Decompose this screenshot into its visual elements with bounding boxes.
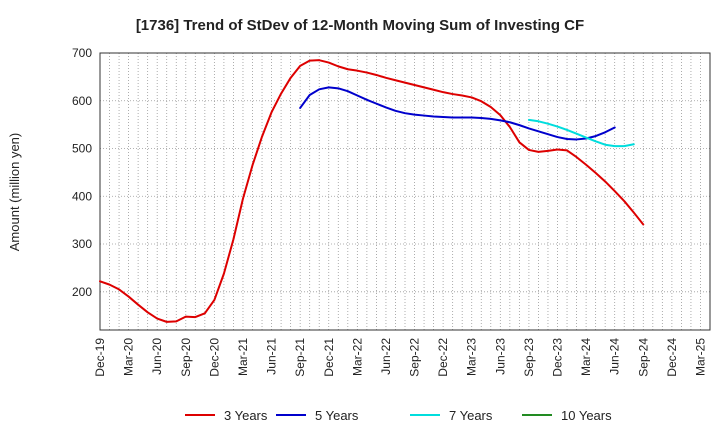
x-axis-ticks: Dec-19 Mar-20 Jun-20 Sep-20 Dec-20 Mar-21 Jun-…	[93, 338, 707, 377]
y-tick-label: 700	[72, 46, 92, 60]
x-tick-label: Dec-23	[551, 338, 565, 377]
legend-label: 5 Years	[315, 408, 359, 423]
x-tick-label: Dec-24	[665, 338, 679, 377]
legend-label: 3 Years	[224, 408, 268, 423]
series-group	[99, 59, 645, 323]
legend: 3 Years 5 Years 7 Years 10 Years	[185, 408, 612, 423]
x-tick-label: Mar-22	[350, 338, 364, 376]
x-tick-label: Mar-20	[122, 338, 136, 376]
y-tick-label: 300	[72, 237, 92, 251]
series-line-7-years	[527, 118, 635, 148]
x-tick-label: Mar-23	[465, 338, 479, 376]
y-axis-ticks: 200 300 400 500 600 700	[72, 46, 92, 299]
y-tick-label: 400	[72, 189, 92, 203]
x-tick-label: Sep-20	[179, 338, 193, 377]
x-tick-label: Sep-23	[522, 338, 536, 377]
series-line-3-years	[99, 59, 645, 323]
x-tick-label: Dec-20	[207, 338, 221, 377]
x-tick-label: Sep-21	[293, 338, 307, 377]
x-tick-label: Jun-21	[265, 338, 279, 375]
legend-label: 10 Years	[561, 408, 612, 423]
grid	[100, 53, 710, 330]
x-tick-label: Mar-25	[693, 338, 707, 376]
x-tick-label: Jun-23	[493, 338, 507, 375]
x-tick-label: Mar-24	[579, 338, 593, 376]
x-tick-label: Jun-22	[379, 338, 393, 375]
x-tick-label: Dec-22	[436, 338, 450, 377]
x-tick-label: Sep-24	[636, 338, 650, 377]
series-line-5-years	[299, 86, 616, 141]
x-tick-label: Sep-22	[408, 338, 422, 377]
plot-area	[99, 52, 711, 331]
y-tick-label: 600	[72, 94, 92, 108]
y-tick-label: 200	[72, 285, 92, 299]
x-tick-label: Mar-21	[236, 338, 250, 376]
legend-label: 7 Years	[449, 408, 493, 423]
x-tick-label: Jun-20	[150, 338, 164, 375]
x-tick-label: Dec-21	[322, 338, 336, 377]
x-tick-label: Jun-24	[608, 338, 622, 375]
chart-title: [1736] Trend of StDev of 12-Month Moving…	[136, 17, 584, 34]
y-tick-label: 500	[72, 142, 92, 156]
x-tick-label: Dec-19	[93, 338, 107, 377]
y-axis-label: Amount (million yen)	[7, 133, 22, 252]
